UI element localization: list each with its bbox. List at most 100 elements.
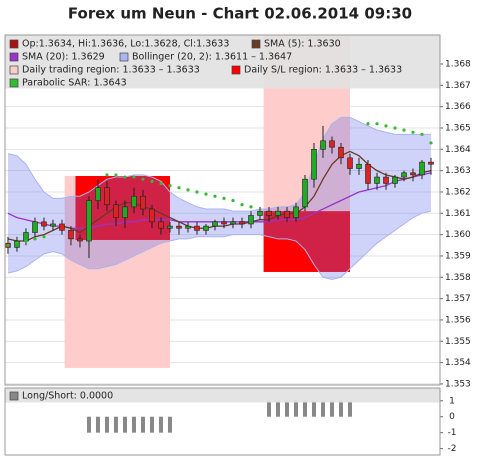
sar-dot [141, 177, 145, 181]
bar [329, 400, 334, 417]
candle-body [68, 230, 74, 240]
bar [320, 400, 325, 417]
candle-body [284, 210, 290, 218]
bar [131, 416, 136, 433]
band-edge [7, 210, 432, 280]
sar-dot [6, 243, 10, 247]
sar-dot [168, 183, 172, 188]
legend-label: Parabolic SAR: 1.3643 [22, 78, 127, 89]
band-edge [7, 116, 431, 212]
legend-box [5, 35, 440, 89]
bar [275, 400, 280, 417]
sar-dot [42, 235, 46, 239]
bar [122, 416, 127, 433]
bar [266, 400, 271, 417]
sar-dot [33, 237, 37, 241]
candle-body [104, 187, 110, 206]
legend-swatch [9, 78, 19, 88]
sar-dot [366, 122, 370, 126]
bar [338, 400, 343, 417]
sar-dot [132, 175, 136, 179]
y-tick-label: 1.359 [445, 251, 471, 261]
candle-body [320, 140, 326, 150]
candle-body [95, 187, 101, 201]
bar [293, 400, 298, 417]
y-tick-label: 1.367 [445, 81, 471, 91]
sar-dot [402, 128, 406, 132]
candle-body [248, 215, 254, 225]
region [263, 211, 350, 272]
chart-title: Forex um Neun - Chart 02.06.2014 09:30 [68, 5, 412, 23]
line [7, 172, 432, 229]
y-tick-label: 1.353 [445, 379, 471, 389]
legend-label: Op:1.3634, Hi:1.3636, Lo:1.3628, Cl:1.36… [22, 39, 229, 50]
candle-body [257, 210, 263, 216]
candle-body [347, 157, 353, 169]
sar-dot [150, 179, 154, 183]
candle-body [122, 206, 128, 218]
candle-body [383, 176, 389, 184]
y-tick-label: -1 [448, 428, 457, 438]
legend-swatch [9, 65, 19, 75]
legend-swatch [231, 65, 241, 75]
legend-swatch [251, 39, 261, 49]
y-tick-label: 0 [449, 412, 455, 422]
sar-dot [231, 198, 235, 203]
y-tick-label: 1.364 [445, 145, 471, 155]
sar-dot [375, 122, 379, 126]
y-tick-label: 1.355 [445, 337, 471, 347]
candle-body [176, 225, 182, 229]
candle-body [239, 221, 245, 225]
y-tick-label: 1.361 [445, 209, 471, 219]
sar-dot [393, 126, 397, 130]
bar [86, 416, 91, 433]
bar [167, 416, 172, 433]
candle-body [401, 172, 407, 178]
y-tick-label: 1.362 [445, 187, 471, 197]
legend-label: Daily trading region: 1.3633 – 1.3633 [22, 65, 200, 76]
y-tick-label: 1.365 [445, 123, 471, 133]
candle-body [212, 221, 218, 227]
candle-body [59, 223, 65, 231]
sar-dot [195, 190, 199, 194]
candle-body [266, 210, 272, 216]
y-tick-label: 1.363 [445, 166, 471, 176]
candle-body [86, 200, 92, 242]
sar-dot [105, 173, 109, 177]
sar-dot [24, 239, 28, 243]
candle-body [275, 210, 281, 216]
candle-body [311, 149, 317, 180]
candle-body [50, 223, 56, 227]
candle-body [428, 161, 434, 165]
sar-dot [240, 203, 244, 207]
legend-box [5, 388, 440, 403]
bar [311, 400, 316, 417]
y-tick-label: 1.354 [445, 358, 471, 368]
candle-body [194, 225, 200, 231]
line [7, 150, 432, 242]
candle-body [149, 208, 155, 223]
candle-body [185, 225, 191, 229]
y-tick-label: 1.366 [445, 102, 471, 112]
y-tick-label: 1 [449, 396, 455, 406]
sar-dot [384, 124, 388, 128]
bar [302, 400, 307, 417]
candle-body [356, 163, 362, 169]
bar [158, 416, 163, 433]
candle-body [419, 161, 425, 176]
legend-label: Daily S/L region: 1.3633 – 1.3633 [244, 65, 402, 76]
legend-swatch [9, 52, 19, 62]
sar-dot [420, 132, 424, 136]
sar-dot [15, 241, 19, 245]
bar [149, 416, 154, 433]
candle-body [329, 140, 335, 148]
bar [140, 416, 145, 433]
y-tick-label: 1.360 [445, 230, 471, 240]
sar-dot [159, 181, 163, 186]
candle-body [113, 204, 119, 218]
sar-dot [204, 192, 208, 196]
candle-body [392, 176, 398, 184]
candle-body [221, 221, 227, 225]
sar-dot [429, 141, 433, 145]
candle-body [167, 225, 173, 229]
